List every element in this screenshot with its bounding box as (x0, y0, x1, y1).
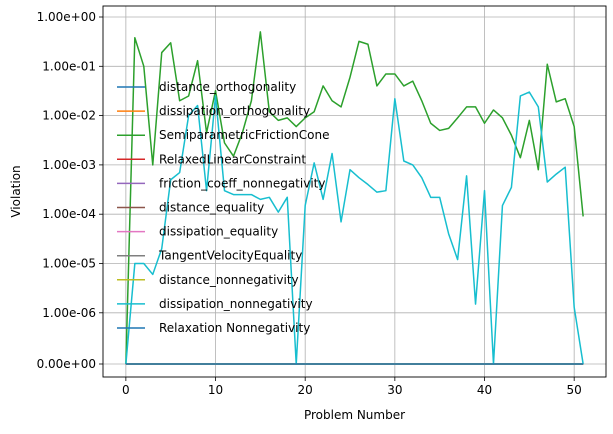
x-tick-label: 20 (298, 383, 313, 397)
legend-entry: TangentVelocityEquality (158, 249, 302, 263)
x-axis-label: Problem Number (304, 408, 405, 422)
legend-entry: RelaxedLinearConstraint (159, 152, 306, 166)
legend-entry: distance_nonnegativity (159, 273, 299, 287)
legend-entry: dissipation_orthogonality (159, 104, 310, 118)
legend-entry: distance_equality (159, 201, 264, 215)
plot-frame (102, 5, 607, 378)
x-tick-label: 30 (387, 383, 402, 397)
legend-entry: friction_coeff_nonnegativity (159, 176, 325, 190)
x-tick-label: 0 (122, 383, 130, 397)
y-tick-label: 1.00e-02 (42, 109, 96, 123)
y-tick-label: 1.00e-06 (42, 306, 96, 320)
x-tick-label: 50 (567, 383, 582, 397)
legend-entry: dissipation_equality (159, 225, 278, 239)
y-tick-label: 0.00e+00 (37, 357, 96, 371)
y-tick-label: 1.00e-04 (42, 207, 96, 221)
y-axis-label: Violation (9, 165, 23, 217)
series-line (125, 91, 584, 365)
ticks: 0 10 20 30 40 50 1.00e+00 1.00e-01 1.00e-02 1.00e… (37, 10, 582, 397)
x-tick-label: 10 (208, 383, 223, 397)
x-tick-label: 40 (477, 383, 492, 397)
legend-entry: Relaxation Nonnegativity (159, 321, 310, 335)
legend-entry: dissipation_nonnegativity (159, 297, 313, 311)
y-tick-label: 1.00e-01 (42, 59, 96, 73)
legend: distance_orthogonality dissipation_orthog… (117, 80, 330, 335)
y-tick-label: 1.00e-05 (42, 257, 96, 271)
legend-entry: SemiparametricFrictionCone (159, 128, 330, 142)
legend-entry: distance_orthogonality (159, 80, 296, 94)
series-line (125, 31, 584, 365)
series-group (125, 31, 584, 365)
y-tick-label: 1.00e-03 (42, 158, 96, 172)
y-tick-label: 1.00e+00 (37, 10, 96, 24)
